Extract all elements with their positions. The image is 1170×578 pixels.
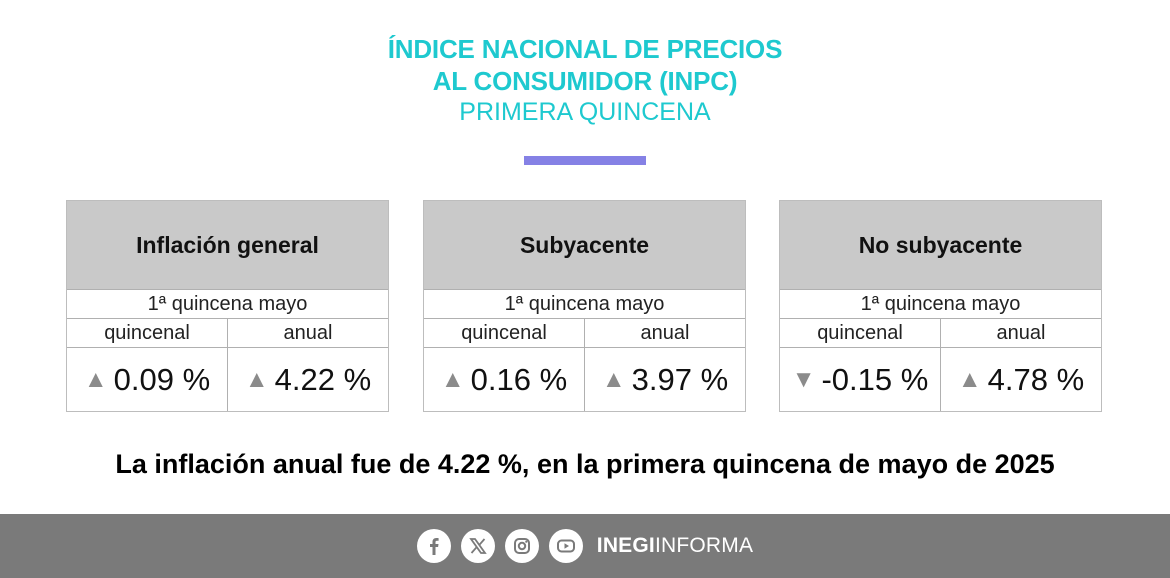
value-anual: ▲ 3.97 % xyxy=(584,348,745,411)
col-header-quincenal: quincenal xyxy=(817,321,903,344)
col-header-anual: anual xyxy=(584,319,745,347)
x-icon[interactable] xyxy=(460,529,495,563)
card-period: 1ª quincena mayo xyxy=(67,289,388,318)
value-anual-text: 4.22 % xyxy=(274,361,372,397)
value-anual-text: 4.78 % xyxy=(987,361,1085,397)
brand-bold: INEGI xyxy=(596,534,655,557)
brand-inegi-informa[interactable]: INEGIINFORMA xyxy=(597,534,753,558)
value-quincenal: ▼ -0.15 % xyxy=(780,348,940,411)
summary-statement: La inflación anual fue de 4.22 %, en la … xyxy=(115,449,1055,479)
card-title: Subyacente xyxy=(424,201,745,289)
col-header-quincenal: quincenal xyxy=(461,321,547,344)
col-header-quincenal: quincenal xyxy=(104,321,190,344)
card-subyacente: Subyacente 1ª quincena mayo quincenal an… xyxy=(423,200,746,412)
card-values: ▲ 0.16 % ▲ 3.97 % xyxy=(424,347,745,411)
triangle-up-icon: ▲ xyxy=(957,365,982,393)
triangle-up-icon: ▲ xyxy=(601,365,626,393)
card-title: Inflación general xyxy=(67,201,388,289)
triangle-down-icon: ▼ xyxy=(791,365,816,393)
triangle-up-icon: ▲ xyxy=(83,365,108,393)
youtube-icon[interactable] xyxy=(548,529,583,563)
report-title: ÍNDICE NACIONAL DE PRECIOS AL CONSUMIDOR… xyxy=(0,33,1170,128)
value-quincenal-text: 0.09 % xyxy=(113,361,211,397)
triangle-up-icon: ▲ xyxy=(440,365,465,393)
col-header-anual: anual xyxy=(227,319,388,347)
brand-light: INFORMA xyxy=(654,534,754,557)
card-column-headers: quincenal anual xyxy=(780,318,1101,347)
card-inflacion-general: Inflación general 1ª quincena mayo quinc… xyxy=(66,200,389,412)
accent-divider xyxy=(524,156,646,165)
value-anual-text: 3.97 % xyxy=(631,361,729,397)
value-quincenal-text: -0.15 % xyxy=(821,361,929,397)
card-column-headers: quincenal anual xyxy=(67,318,388,347)
facebook-icon[interactable] xyxy=(416,529,451,563)
card-no-subyacente: No subyacente 1ª quincena mayo quincenal… xyxy=(779,200,1102,412)
col-header-anual: anual xyxy=(940,319,1101,347)
card-values: ▼ -0.15 % ▲ 4.78 % xyxy=(780,347,1101,411)
title-line-1: ÍNDICE NACIONAL DE PRECIOS xyxy=(387,34,783,64)
value-quincenal: ▲ 0.16 % xyxy=(424,348,584,411)
card-values: ▲ 0.09 % ▲ 4.22 % xyxy=(67,347,388,411)
card-period: 1ª quincena mayo xyxy=(424,289,745,318)
card-column-headers: quincenal anual xyxy=(424,318,745,347)
value-anual: ▲ 4.78 % xyxy=(940,348,1101,411)
footer-bar: INEGIINFORMA xyxy=(0,514,1170,578)
title-line-2: AL CONSUMIDOR (INPC) xyxy=(432,66,738,96)
triangle-up-icon: ▲ xyxy=(244,365,269,393)
title-subtitle: PRIMERA QUINCENA xyxy=(459,98,711,126)
card-period: 1ª quincena mayo xyxy=(780,289,1101,318)
value-anual: ▲ 4.22 % xyxy=(227,348,388,411)
value-quincenal-text: 0.16 % xyxy=(470,361,568,397)
card-title: No subyacente xyxy=(780,201,1101,289)
instagram-icon[interactable] xyxy=(504,529,539,563)
value-quincenal: ▲ 0.09 % xyxy=(67,348,227,411)
